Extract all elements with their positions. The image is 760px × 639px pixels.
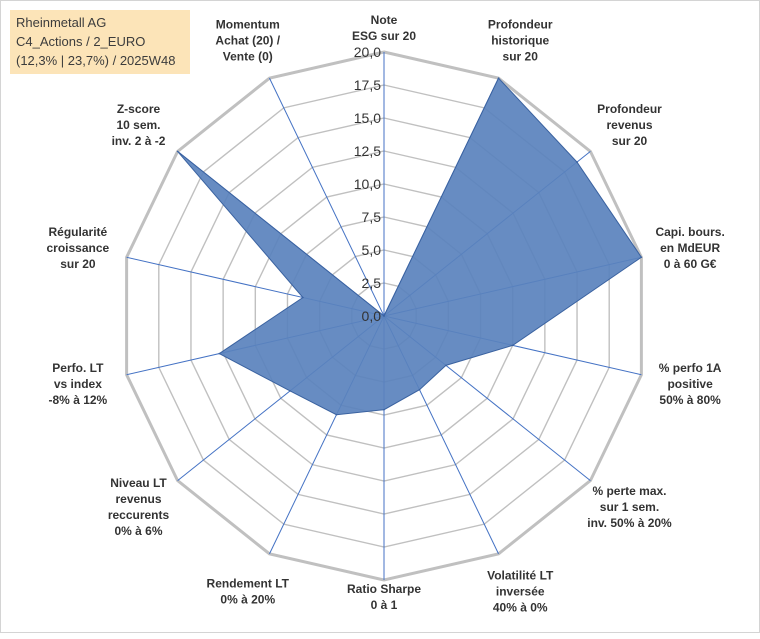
series-area [177,77,643,416]
data-point-8 [335,413,338,416]
tick-label: 2,5 [362,275,382,291]
axis-label-0: Note ESG sur 20 [352,13,416,43]
axis-labels: Note ESG sur 20 Profondeur historique sur 20… [47,13,725,615]
axis-label-11: Régularité croissance sur 20 [47,225,110,271]
data-point-10 [218,352,221,355]
data-point-13 [383,315,385,317]
data-point-9 [289,390,291,392]
axis-label-4: % perfo 1A positive 50% à 80% [659,361,722,407]
tick-labels: 0,0 2,5 5,0 7,5 10,0 12,5 15,0 17,5 20,0 [354,44,381,324]
info-line-stats: (12,3% | 23,7%) / 2025W48 [16,53,176,68]
axis-label-12: Z-score 10 sem. inv. 2 à -2 [112,102,166,148]
tick-label: 20,0 [354,44,381,60]
tick-label: 0,0 [362,308,382,324]
axis-label-9: Niveau LT revenus reccurents 0% à 6% [108,476,170,538]
axis-label-5: % perte max. sur 1 sem. inv. 50% à 20% [587,484,672,530]
spoke-13 [269,77,385,317]
info-line-category: C4_Actions / 2_EURO [16,34,146,49]
axis-label-8: Rendement LT 0% à 20% [207,577,290,607]
axis-label-10: Perfo. LT vs index -8% à 12% [49,361,108,407]
data-point-6 [418,388,421,391]
data-point-12 [176,150,179,153]
data-point-11 [302,296,304,299]
axis-label-7: Ratio Sharpe 0 à 1 [347,582,421,612]
data-point-5 [445,364,447,367]
data-point-2 [576,161,578,163]
axis-label-13: Momentum Achat (20) / Vente (0) [215,17,280,63]
axis-label-2: Profondeur revenus sur 20 [597,102,662,148]
info-line-company: Rheinmetall AG [16,15,107,30]
tick-label: 7,5 [362,209,382,225]
tick-label: 12,5 [354,143,381,159]
info-box: Rheinmetall AG C4_Actions / 2_EURO (12,3… [10,10,190,74]
data-area [176,77,643,416]
tick-label: 10,0 [354,176,381,192]
data-point-4 [511,344,514,347]
data-point-7 [383,408,385,411]
tick-label: 17,5 [354,77,381,93]
data-point-1 [497,77,500,79]
axis-label-3: Capi. bours. en MdEUR 0 à 60 G€ [655,225,724,271]
data-point-3 [640,256,643,259]
tick-label: 5,0 [362,242,382,258]
axis-label-6: Volatilité LT inversée 40% à 0% [487,569,554,615]
tick-label: 15,0 [354,110,381,126]
axis-label-1: Profondeur historique sur 20 [488,17,553,63]
